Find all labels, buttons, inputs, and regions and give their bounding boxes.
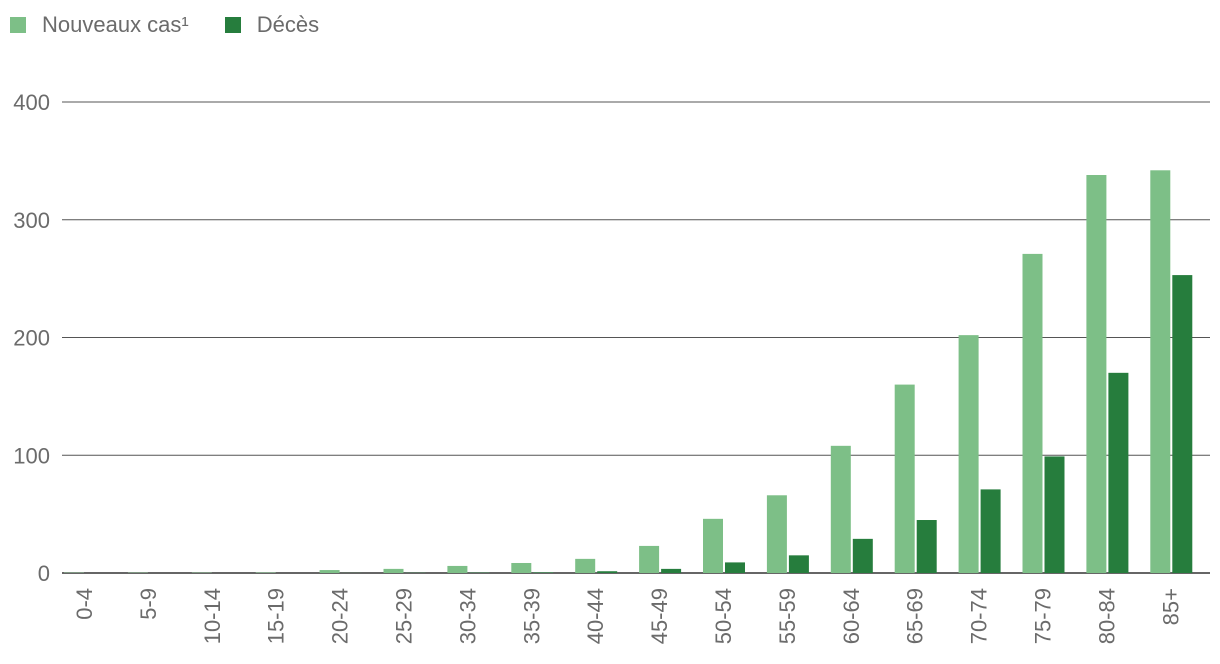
legend-label-deaths: Décès [256,12,320,37]
bar-new-cases-70-74 [958,335,979,573]
bar-deaths-35-39 [533,572,554,573]
legend-item-deaths: Décès [224,12,320,38]
bar-deaths-40-44 [597,571,618,573]
bar-new-cases-60-64 [830,445,851,573]
x-tick-label: 70-74 [967,588,992,644]
x-tick-label: 85+ [1158,588,1183,625]
y-tick-label: 400 [13,90,50,115]
bar-deaths-65-69 [916,520,937,573]
x-tick-label: 20-24 [328,588,353,644]
bar-new-cases-80-84 [1086,175,1107,573]
x-tick-label: 65-69 [903,588,928,644]
bar-new-cases-50-54 [703,518,723,573]
y-tick-label: 300 [13,208,50,233]
x-tick-label: 55-59 [775,588,800,644]
x-tick-label: 10-14 [200,588,225,644]
bar-new-cases-45-49 [639,545,660,573]
x-tick-label: 15-19 [264,588,289,644]
bar-new-cases-85+ [1150,170,1171,574]
bar-new-cases-40-44 [575,558,596,573]
x-tick-label: 30-34 [455,588,480,644]
legend-label-new-cases: Nouveaux cas¹ [42,12,189,37]
bar-new-cases-25-29 [383,568,404,573]
x-tick-label: 80-84 [1094,588,1119,644]
bar-deaths-45-49 [661,568,682,573]
bar-deaths-85+ [1172,275,1193,573]
y-tick-label: 0 [38,561,50,586]
legend-swatch-deaths [224,17,241,33]
bar-deaths-75-79 [1044,456,1065,573]
bar-new-cases-20-24 [319,570,340,573]
x-axis: 0-4 5-9 10-14 15-19 20-24 25-29 30-34 35-39 40-4… [72,588,1183,644]
x-tick-label: 60-64 [839,588,864,644]
x-tick-label: 5-9 [136,588,161,620]
bar-deaths-60-64 [852,538,873,573]
bar-new-cases-30-34 [447,565,468,573]
bars [64,170,1193,574]
legend-item-new-cases: Nouveaux cas¹ [10,12,189,38]
bar-deaths-80-84 [1108,372,1129,573]
bar-new-cases-55-59 [766,495,787,573]
x-tick-label: 40-44 [583,588,608,644]
x-tick-label: 75-79 [1031,588,1056,644]
x-tick-label: 45-49 [647,588,672,644]
x-tick-label: 50-54 [711,588,736,644]
bar-deaths-55-59 [788,555,809,573]
bar-deaths-70-74 [980,489,1001,573]
y-tick-label: 200 [13,326,50,351]
bar-new-cases-75-79 [1022,253,1043,573]
bar-new-cases-35-39 [511,562,532,573]
chart-legend: Nouveaux cas¹ Décès [10,12,319,38]
legend-swatch-new-cases [10,17,26,33]
bar-new-cases-65-69 [894,384,915,573]
x-tick-label: 0-4 [72,588,97,620]
y-axis: 0 100 200 300 400 [13,90,50,586]
x-tick-label: 25-29 [392,588,417,644]
bar-deaths-50-54 [725,562,745,573]
x-tick-label: 35-39 [519,588,544,644]
grid-lines [62,101,1210,574]
y-tick-label: 100 [13,443,50,468]
